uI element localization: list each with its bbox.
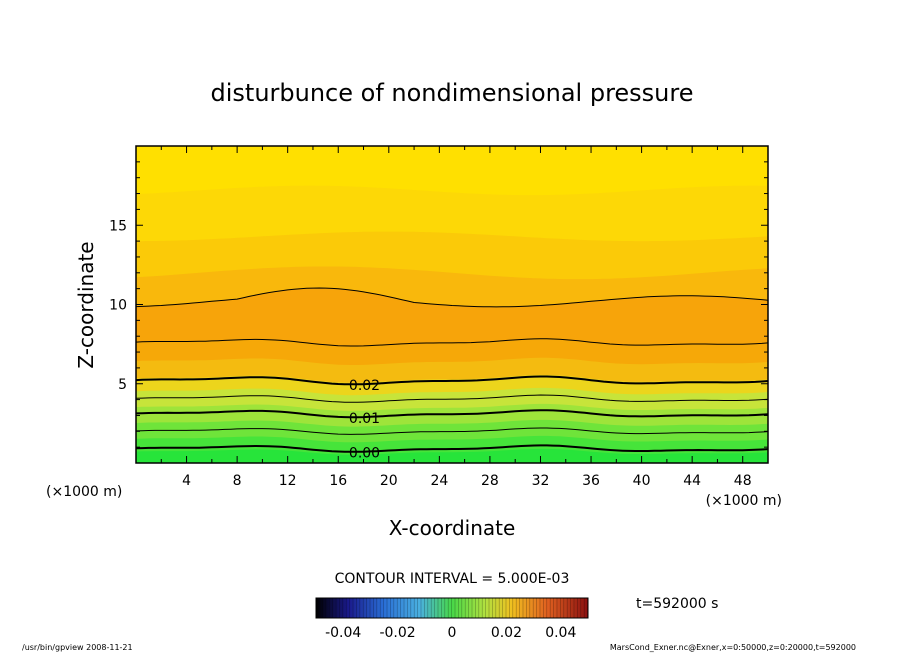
- x-tick-label: 16: [329, 473, 347, 489]
- x-unit-left: (×1000 m): [46, 484, 122, 500]
- footer-right: MarsCond_Exner.nc@Exner,x=0:50000,z=0:20…: [610, 643, 856, 652]
- x-tick-label: 36: [582, 473, 600, 489]
- contour-interval-text: CONTOUR INTERVAL = 5.000E-03: [335, 571, 570, 587]
- contour-label: 0.00: [349, 446, 380, 462]
- time-label: t=592000 s: [636, 596, 718, 612]
- contour-line: [136, 444, 768, 453]
- x-tick-label: 8: [233, 473, 242, 489]
- x-tick-label: 44: [683, 473, 701, 489]
- contour-band: [136, 448, 768, 463]
- x-unit-right: (×1000 m): [706, 493, 782, 509]
- colorbar-ticks: -0.04 -0.02 0 0.02 0.04: [325, 625, 576, 641]
- colorbar-tick-label: -0.04: [325, 625, 361, 641]
- x-tick-label: 32: [532, 473, 550, 489]
- contour-label: 0.02: [349, 378, 380, 394]
- x-tick-label: 48: [734, 473, 752, 489]
- contour-label: 0.01: [349, 411, 380, 427]
- contour-lines: [136, 287, 768, 453]
- colorbar-tick-label: -0.02: [379, 625, 415, 641]
- colorbar-tick-label: 0.02: [491, 625, 522, 641]
- contour-line: [136, 409, 768, 419]
- colorbar-tick-label: 0.04: [545, 625, 576, 641]
- colorbar: [315, 597, 589, 619]
- footer-left: /usr/bin/gpview 2008-11-21: [22, 643, 133, 652]
- chart-title: disturbunce of nondimensional pressure: [211, 79, 694, 107]
- colorbar-tick-label: 0: [448, 625, 457, 641]
- contour-line: [136, 287, 768, 308]
- x-tick-label: 40: [633, 473, 651, 489]
- y-axis-label: Z-coordinate: [74, 241, 98, 368]
- contour-line: [136, 394, 768, 403]
- contour-fill: [136, 146, 768, 463]
- x-tick-label: 24: [430, 473, 448, 489]
- x-tick-label: 4: [182, 473, 191, 489]
- y-tick-label: 5: [118, 377, 127, 393]
- x-tick-label: 28: [481, 473, 499, 489]
- x-tick-label: 12: [279, 473, 297, 489]
- y-tick-label: 10: [109, 298, 127, 314]
- x-axis-label: X-coordinate: [389, 516, 516, 540]
- contour-line: [136, 427, 768, 435]
- colorbar-stripes: [318, 598, 588, 618]
- y-tick-label: 15: [109, 218, 127, 234]
- contour-line: [136, 375, 768, 386]
- contour-line: [136, 338, 768, 347]
- x-tick-label: 20: [380, 473, 398, 489]
- contour-labels: 0.00 0.01 0.02: [349, 378, 380, 462]
